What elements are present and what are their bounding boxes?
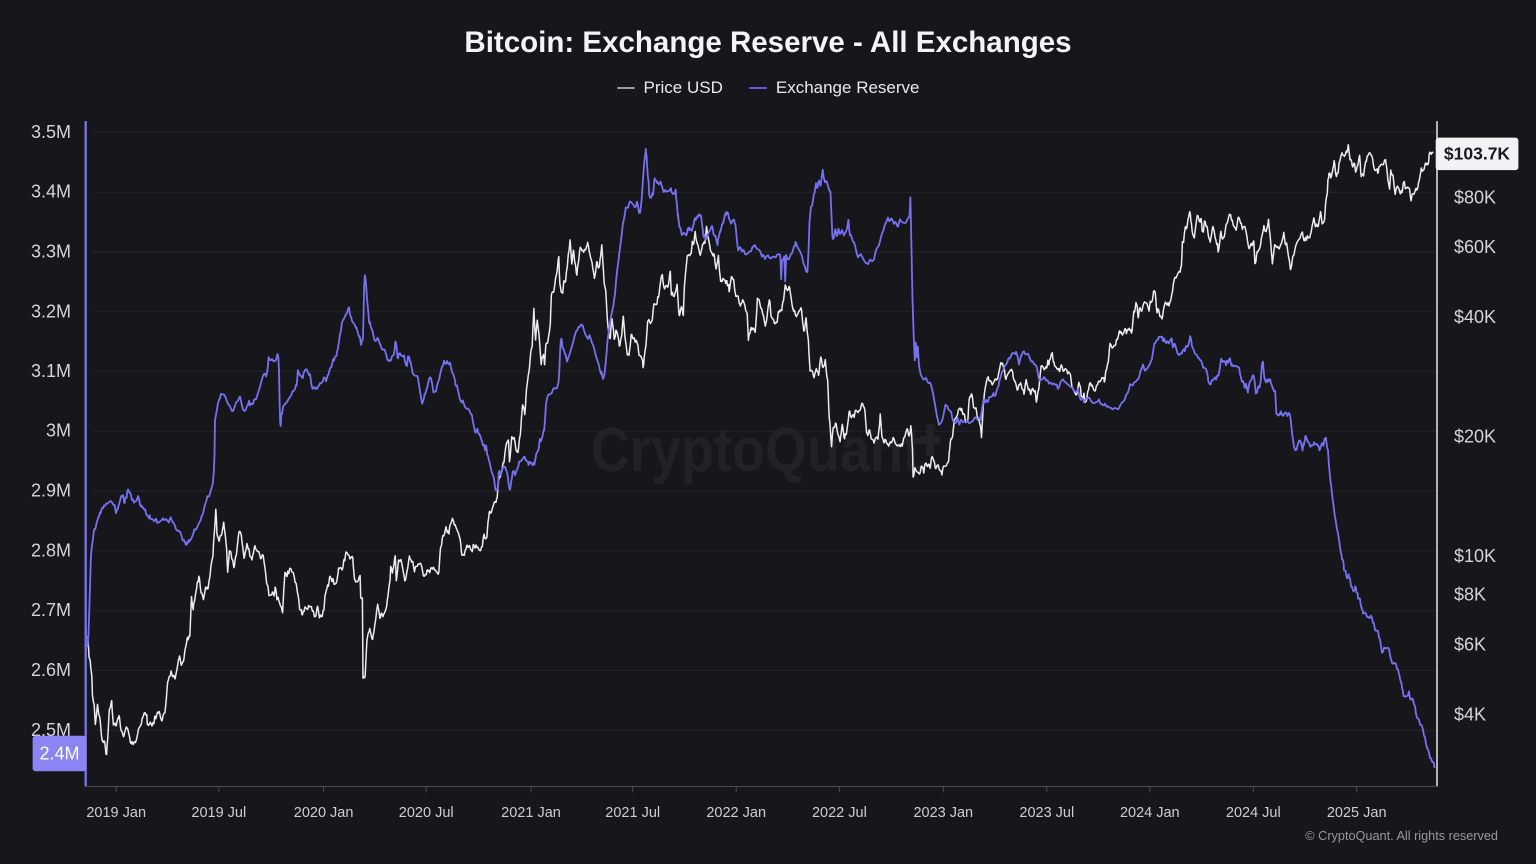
svg-text:2025 Jan: 2025 Jan — [1327, 805, 1387, 821]
svg-text:2024 Jan: 2024 Jan — [1120, 805, 1180, 821]
svg-text:$20K: $20K — [1454, 427, 1496, 447]
svg-text:$6K: $6K — [1454, 634, 1486, 654]
svg-text:3.4M: 3.4M — [31, 182, 71, 202]
svg-text:$10K: $10K — [1454, 546, 1496, 566]
svg-text:$103.7K: $103.7K — [1444, 143, 1511, 163]
svg-text:2.8M: 2.8M — [31, 540, 71, 560]
svg-text:$80K: $80K — [1454, 188, 1496, 208]
svg-text:2022 Jan: 2022 Jan — [706, 805, 766, 821]
svg-text:2.6M: 2.6M — [31, 660, 71, 680]
svg-text:$4K: $4K — [1454, 704, 1486, 724]
svg-text:2021 Jul: 2021 Jul — [605, 805, 660, 821]
svg-text:$8K: $8K — [1454, 585, 1486, 605]
svg-text:3.3M: 3.3M — [31, 242, 71, 262]
svg-text:2024 Jul: 2024 Jul — [1226, 805, 1281, 821]
svg-text:3.1M: 3.1M — [31, 361, 71, 381]
svg-text:2023 Jul: 2023 Jul — [1019, 805, 1074, 821]
svg-text:2020 Jul: 2020 Jul — [399, 805, 454, 821]
svg-text:2022 Jul: 2022 Jul — [812, 805, 867, 821]
svg-text:2.4M: 2.4M — [39, 744, 79, 764]
svg-text:2021 Jan: 2021 Jan — [501, 805, 561, 821]
svg-text:2019 Jan: 2019 Jan — [86, 805, 146, 821]
svg-text:2.9M: 2.9M — [31, 481, 71, 501]
svg-text:3.2M: 3.2M — [31, 301, 71, 321]
svg-text:2020 Jan: 2020 Jan — [294, 805, 354, 821]
svg-text:$60K: $60K — [1454, 237, 1496, 257]
svg-text:$40K: $40K — [1454, 307, 1496, 327]
svg-text:2.7M: 2.7M — [31, 600, 71, 620]
svg-text:3.5M: 3.5M — [31, 122, 71, 142]
svg-text:CryptoQuant: CryptoQuant — [591, 416, 921, 485]
svg-text:2.5M: 2.5M — [31, 720, 71, 740]
svg-text:3M: 3M — [46, 421, 71, 441]
svg-text:2023 Jan: 2023 Jan — [913, 805, 973, 821]
svg-text:2019 Jul: 2019 Jul — [191, 805, 246, 821]
